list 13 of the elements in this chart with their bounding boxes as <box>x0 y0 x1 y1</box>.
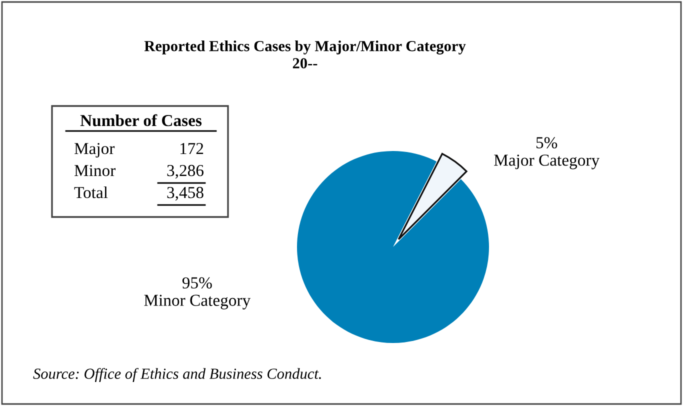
text: Major <box>74 142 115 158</box>
slice-label: Major Category <box>494 154 600 170</box>
slice-label: Minor Category <box>144 294 251 310</box>
text: Minor <box>74 164 116 176</box>
data-label: 95% <box>182 277 212 289</box>
source-note: Source: Office of Ethics and Business Conduct. <box>33 368 321 382</box>
data-label: 5% <box>536 137 558 148</box>
text: Number of Cases <box>80 114 202 126</box>
text: 3,458 <box>167 186 204 201</box>
text: 172 <box>180 142 204 154</box>
text: 3,286 <box>167 164 204 179</box>
chart-title: Reported Ethics Cases by Major/Minor Category 20-- <box>144 40 466 68</box>
text: Total <box>74 186 108 198</box>
